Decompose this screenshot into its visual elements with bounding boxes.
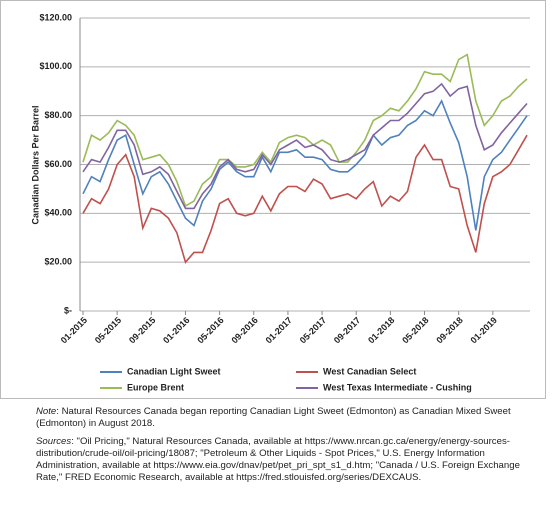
y-tick-label: $60.00 [44,159,72,169]
sources: Sources: "Oil Pricing," Natural Resource… [36,436,546,484]
legend-label: West Texas Intermediate - Cushing [323,382,472,392]
y-tick-label: $20.00 [44,257,72,267]
y-tick-label: $40.00 [44,208,72,218]
y-tick-label: $- [64,305,72,315]
note-label: Note [36,406,57,417]
legend-label: West Canadian Select [323,366,416,376]
series-line [82,134,528,264]
notes: Note: Natural Resources Canada began rep… [36,406,546,490]
note-text: : Natural Resources Canada began reporti… [36,406,511,429]
legend-label: Europe Brent [127,382,184,392]
sources-label: Sources [36,436,72,447]
note: Note: Natural Resources Canada began rep… [36,406,546,430]
y-tick-label: $80.00 [44,110,72,120]
chart: Canadian Dollars Per Barrel $- $20.00 $40.… [0,0,546,399]
sources-text: : "Oil Pricing," Natural Resources Canad… [36,436,520,483]
series-line [82,99,528,231]
series-line [82,53,528,208]
series-line [82,82,528,210]
y-axis-label: Canadian Dollars Per Barrel [30,105,40,224]
y-tick-label: $100.00 [39,61,72,71]
legend-label: Canadian Light Sweet [127,366,221,376]
y-tick-label: $120.00 [39,12,72,22]
